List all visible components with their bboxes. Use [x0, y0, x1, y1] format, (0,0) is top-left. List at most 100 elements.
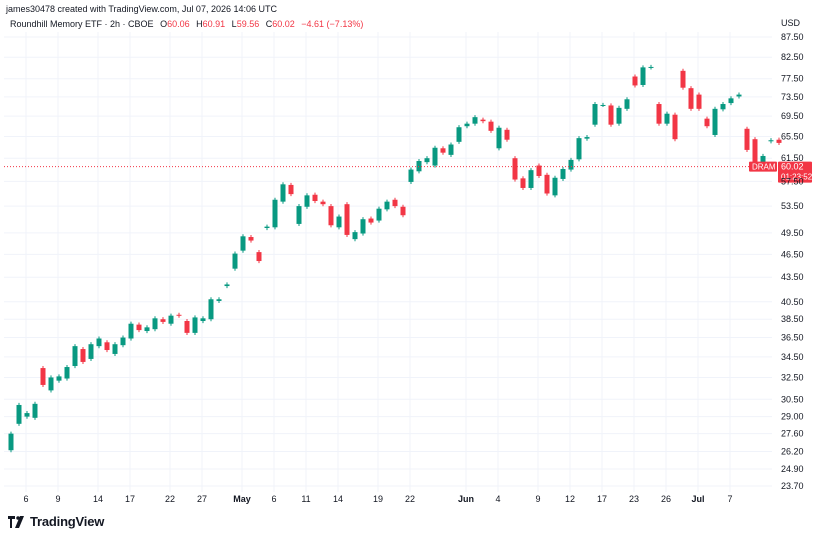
candle-body — [552, 177, 558, 196]
candle — [448, 142, 454, 157]
candle-body — [384, 201, 390, 210]
y-tick-label: 87.50 — [781, 32, 804, 42]
candle-body — [136, 324, 142, 331]
candle-body — [600, 104, 606, 106]
candle — [216, 297, 222, 304]
candle-body — [368, 218, 374, 223]
candle-body — [712, 108, 718, 135]
candle-body — [720, 104, 726, 110]
candle — [120, 335, 126, 348]
time-axis: 6 9 14 17 22 27 May 6 11 14 19 22 Jun 4 9 12 17 23 26 Jul 7 — [23, 494, 732, 504]
y-tick-label: 34.50 — [781, 352, 804, 362]
candle-body — [440, 148, 446, 153]
candle-body — [152, 318, 158, 330]
candle — [64, 364, 70, 381]
symbol-tag — [749, 161, 777, 172]
candle-body — [560, 168, 566, 179]
low-label: L — [231, 19, 237, 29]
candle — [264, 224, 270, 231]
candle — [384, 199, 390, 212]
tradingview-logo[interactable]: TradingView — [8, 514, 104, 529]
candle-body — [608, 105, 614, 125]
candle-body — [656, 104, 662, 124]
candle — [208, 297, 214, 322]
candle — [136, 322, 142, 333]
high-label: H — [196, 19, 203, 29]
candle-body — [584, 137, 590, 139]
candle-body — [472, 117, 478, 124]
y-tick-label: 43.50 — [781, 272, 804, 282]
low-value: 59.56 — [236, 19, 260, 29]
candle-body — [672, 114, 678, 140]
candle — [112, 342, 118, 357]
candle — [712, 106, 718, 138]
symbol-tag-label: DRAM — [752, 163, 776, 172]
candle-body — [248, 237, 254, 241]
y-tick-label: 30.50 — [781, 394, 804, 404]
candle-body — [496, 127, 502, 149]
candle — [304, 193, 310, 209]
candle — [88, 342, 94, 361]
last-price-tag — [778, 161, 812, 183]
candle-body — [328, 206, 334, 226]
candle — [344, 202, 350, 237]
y-tick-label: 73.50 — [781, 92, 804, 102]
candle-body — [624, 99, 630, 109]
candle — [424, 156, 430, 165]
open-value: 60.06 — [167, 19, 190, 29]
candle-body — [192, 317, 198, 333]
candle-body — [376, 208, 382, 221]
candle-body — [392, 199, 398, 207]
x-tick-label: 6 — [271, 494, 276, 504]
candle — [640, 65, 646, 88]
x-tick-label: 9 — [535, 494, 540, 504]
candle-body — [8, 433, 14, 451]
candle — [648, 64, 654, 70]
candle-body — [120, 337, 126, 346]
candle — [496, 125, 502, 151]
candle — [200, 316, 206, 324]
x-tick-label: 27 — [197, 494, 207, 504]
candle — [456, 125, 462, 144]
brand-name: TradingView — [30, 514, 105, 529]
candle — [336, 214, 342, 230]
candle — [680, 68, 686, 90]
candle — [576, 136, 582, 162]
candle — [176, 312, 182, 318]
candle-body — [360, 219, 366, 234]
candle-body — [72, 346, 78, 367]
candle-body — [760, 155, 766, 165]
candle-body — [272, 199, 278, 228]
candle-body — [232, 253, 238, 269]
candle-body — [184, 321, 190, 333]
candle-body — [424, 158, 430, 163]
candle-body — [80, 349, 86, 362]
y-tick-label: 40.50 — [781, 297, 804, 307]
candle-body — [224, 284, 230, 287]
candle — [160, 317, 166, 324]
candle-body — [592, 104, 598, 125]
candle-body — [768, 140, 774, 142]
candle — [24, 411, 30, 419]
candle — [368, 216, 374, 225]
candle-body — [632, 76, 638, 86]
candle-body — [40, 368, 46, 385]
candle — [568, 157, 574, 172]
candle-body — [168, 315, 174, 324]
candle-body — [280, 184, 286, 202]
change-value: −4.61 (−7.13%) — [301, 19, 364, 29]
candle — [752, 137, 758, 166]
candle — [472, 115, 478, 126]
candle — [184, 318, 190, 335]
x-tick-label: 22 — [165, 494, 175, 504]
candle — [296, 204, 302, 226]
candle-body — [96, 338, 102, 347]
candle-body — [512, 158, 518, 180]
candle — [192, 315, 198, 335]
x-tick-label: 23 — [629, 494, 639, 504]
candle-body — [48, 377, 54, 391]
candle — [672, 112, 678, 142]
candle — [248, 234, 254, 243]
